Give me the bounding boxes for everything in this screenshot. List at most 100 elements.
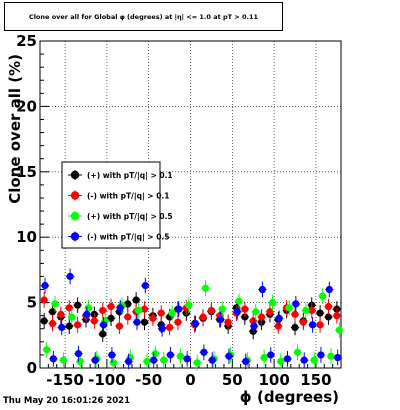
legend-entry: (-) with pT/|q| > 0.1 bbox=[68, 190, 169, 202]
x-tick-label: 50 bbox=[222, 371, 243, 389]
data-point bbox=[41, 281, 49, 290]
data-point bbox=[241, 305, 249, 313]
data-point bbox=[207, 306, 216, 315]
y-tick-label: 0 bbox=[27, 359, 37, 377]
legend-marker bbox=[70, 191, 80, 200]
data-point bbox=[293, 348, 302, 356]
data-point bbox=[258, 285, 267, 294]
data-point bbox=[183, 355, 191, 363]
y-tick-label: 10 bbox=[16, 228, 37, 246]
data-point bbox=[316, 309, 324, 317]
data-point bbox=[242, 357, 250, 366]
data-point bbox=[252, 308, 260, 316]
data-point bbox=[317, 351, 325, 359]
data-point bbox=[141, 281, 149, 290]
data-point bbox=[274, 322, 282, 330]
data-point bbox=[48, 308, 57, 316]
data-point bbox=[133, 318, 141, 326]
data-point bbox=[40, 317, 48, 325]
data-point bbox=[233, 308, 241, 316]
data-point bbox=[217, 316, 225, 324]
data-point bbox=[185, 301, 193, 309]
data-point bbox=[193, 359, 201, 367]
data-point bbox=[268, 299, 277, 307]
data-point bbox=[250, 322, 258, 330]
data-point bbox=[90, 317, 98, 325]
data-point bbox=[291, 323, 299, 332]
x-tick-label: 150 bbox=[300, 371, 331, 389]
y-tick-label: 25 bbox=[16, 32, 37, 50]
data-point bbox=[107, 314, 115, 322]
data-point bbox=[58, 323, 66, 332]
data-point bbox=[308, 321, 317, 329]
chart-title: Clone over all for Global φ (degrees) at… bbox=[4, 2, 283, 31]
data-point bbox=[299, 318, 307, 326]
grid bbox=[40, 41, 341, 368]
data-point bbox=[302, 306, 310, 315]
data-point bbox=[43, 346, 51, 354]
data-point bbox=[310, 356, 318, 364]
data-point bbox=[143, 357, 151, 366]
y-tick-label: 5 bbox=[27, 294, 37, 312]
data-point bbox=[99, 330, 107, 338]
data-point bbox=[158, 325, 166, 333]
data-point bbox=[99, 321, 108, 329]
data-point bbox=[292, 300, 300, 308]
data-point bbox=[116, 304, 124, 312]
data-point bbox=[115, 322, 124, 330]
data-point bbox=[151, 350, 159, 358]
data-point bbox=[334, 353, 342, 362]
x-axis-title: ϕ (degrees) bbox=[240, 388, 339, 406]
data-point bbox=[65, 322, 73, 330]
data-point bbox=[84, 304, 93, 312]
legend-label: (-) with pT/|q| > 0.1 bbox=[87, 192, 169, 202]
data-point bbox=[51, 300, 59, 308]
y-tick-label: 20 bbox=[16, 97, 37, 115]
legend-marker bbox=[70, 232, 80, 241]
data-point bbox=[74, 321, 82, 329]
data-point bbox=[324, 313, 333, 321]
data-point bbox=[275, 314, 283, 322]
x-tick-label: 100 bbox=[258, 371, 289, 389]
data-point bbox=[107, 302, 115, 311]
x-tick-label: 0 bbox=[185, 371, 195, 389]
data-point bbox=[277, 357, 285, 366]
data-point bbox=[48, 319, 57, 328]
data-point bbox=[57, 310, 65, 318]
data-point bbox=[59, 356, 68, 364]
data-point bbox=[150, 356, 158, 364]
data-point bbox=[335, 326, 343, 334]
legend-marker bbox=[70, 170, 80, 180]
data-point bbox=[224, 318, 232, 326]
data-point bbox=[157, 309, 165, 317]
data-point bbox=[260, 353, 268, 362]
data-point bbox=[285, 304, 293, 312]
data-point bbox=[74, 350, 83, 358]
axis-labels: -150 -100 -50 0 50 100 150 0 5 10 15 20 25 ϕ (degrees… bbox=[6, 32, 339, 406]
data-point bbox=[283, 355, 292, 363]
data-point bbox=[66, 272, 74, 281]
series-3 bbox=[40, 268, 342, 370]
data-point bbox=[327, 352, 335, 360]
data-point bbox=[160, 356, 168, 364]
data-point bbox=[83, 310, 91, 318]
x-tick-label: -50 bbox=[135, 371, 162, 389]
y-axis-title: Clone over all (%) bbox=[6, 54, 24, 204]
axes bbox=[39, 40, 342, 369]
data-point bbox=[325, 285, 333, 294]
data-point bbox=[68, 313, 76, 321]
data-point bbox=[191, 319, 200, 328]
data-point bbox=[324, 302, 333, 311]
data-point bbox=[165, 323, 174, 332]
data-points bbox=[40, 268, 344, 371]
data-point bbox=[174, 318, 182, 326]
data-point bbox=[108, 351, 116, 359]
data-point bbox=[319, 292, 327, 300]
data-point bbox=[201, 284, 210, 292]
legend: (+) with pT/|q| > 0.1 (-) with pT/|q| > 0… bbox=[61, 161, 173, 249]
legend-label: (-) with pT/|q| > 0.5 bbox=[87, 233, 169, 243]
legend-entry: (+) with pT/|q| > 0.5 bbox=[68, 211, 173, 222]
data-point bbox=[125, 357, 133, 366]
data-point bbox=[199, 313, 207, 321]
